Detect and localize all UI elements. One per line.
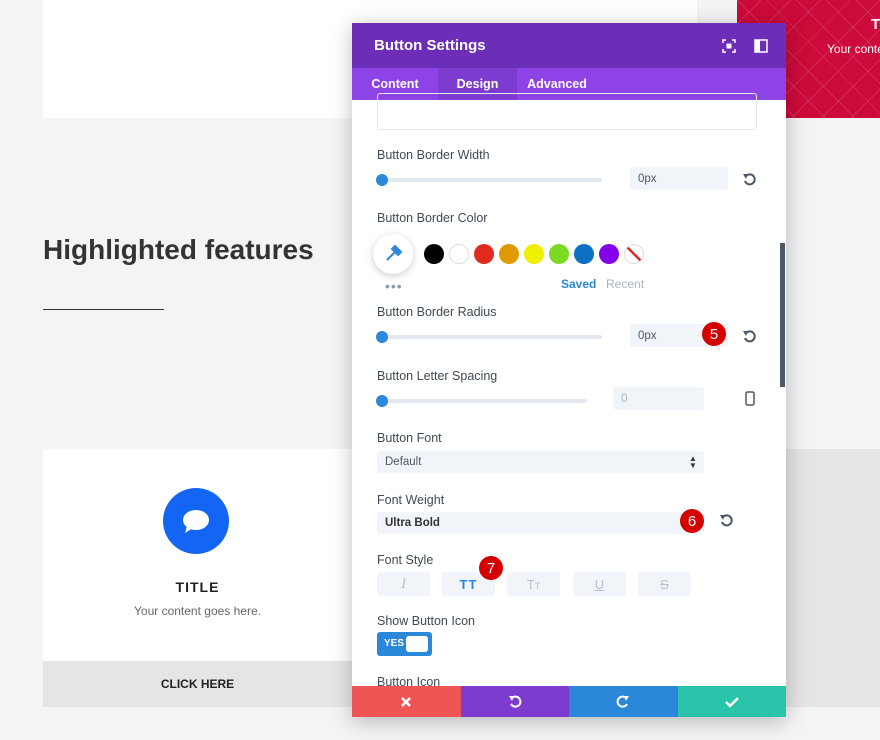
fullscreen-icon[interactable]: [722, 39, 736, 53]
select-arrows: ▲ ▼: [689, 454, 697, 470]
value-input[interactable]: 0: [613, 387, 704, 410]
field-label: Button Border Color: [377, 211, 488, 225]
color-swatch[interactable]: [449, 244, 469, 264]
field-label: Button Icon: [377, 675, 441, 689]
step-badge: 7: [479, 556, 503, 580]
color-swatch[interactable]: [524, 244, 544, 264]
field-label: Button Border Radius: [377, 305, 497, 319]
slider-track[interactable]: [377, 178, 602, 182]
sidebar-icon[interactable]: [754, 39, 768, 53]
card-title: TITLE: [175, 579, 220, 595]
color-swatch[interactable]: [474, 244, 494, 264]
step-badge: 6: [680, 509, 704, 533]
field-label: Show Button Icon: [377, 614, 475, 628]
toggle[interactable]: YES: [377, 632, 432, 656]
reset-icon[interactable]: [742, 329, 756, 343]
toggle-knob: [406, 636, 428, 652]
font-style-button[interactable]: Tt: [507, 572, 560, 596]
modal-title: Button Settings: [374, 37, 486, 54]
value-input[interactable]: 0px: [630, 167, 728, 190]
scrollbar[interactable]: [780, 243, 785, 387]
modal: Button Settings Content Design Advanced Bu…: [352, 23, 786, 717]
promo-text: Your conte: [827, 42, 880, 56]
tab[interactable]: Design: [438, 68, 517, 100]
divider: [43, 309, 164, 310]
slider-track[interactable]: [377, 335, 602, 339]
modal-header: Button Settings: [352, 23, 786, 68]
reset-icon[interactable]: [719, 513, 733, 527]
icon-circle: [163, 488, 229, 554]
field-label: Button Letter Spacing: [377, 369, 498, 383]
undo-button[interactable]: [460, 686, 569, 717]
color-swatch[interactable]: [499, 244, 519, 264]
responsive-icon[interactable]: [745, 391, 755, 406]
tab[interactable]: Content: [371, 77, 419, 91]
font-style-button[interactable]: S: [638, 572, 691, 596]
no-color-swatch[interactable]: [624, 244, 644, 264]
text-field[interactable]: [377, 93, 757, 130]
field-label: Font Style: [377, 553, 434, 567]
discard-button[interactable]: [352, 686, 461, 717]
field-label: Font Weight: [377, 493, 445, 507]
card-text: Your content goes here.: [134, 604, 261, 618]
weight-select[interactable]: Ultra Bold: [377, 512, 704, 534]
color-picker[interactable]: [373, 234, 413, 274]
font-select[interactable]: Default: [377, 451, 704, 473]
slider-thumb[interactable]: [376, 331, 388, 343]
step-badge: 5: [702, 322, 726, 346]
redo-button[interactable]: [569, 686, 678, 717]
side-card: [786, 449, 880, 707]
heading: Highlighted features: [43, 234, 314, 265]
save-button[interactable]: [677, 686, 786, 717]
slider-thumb[interactable]: [376, 395, 388, 407]
chat-icon: [183, 510, 209, 533]
toggle-label: YES: [384, 638, 405, 649]
card-button[interactable]: CLICK HERE: [43, 661, 352, 707]
promo-title: T: [871, 16, 880, 33]
color-swatch[interactable]: [599, 244, 619, 264]
more-dots[interactable]: •••: [385, 278, 403, 294]
color-swatch[interactable]: [574, 244, 594, 264]
field-label: Button Font: [377, 431, 442, 445]
color-swatch[interactable]: [549, 244, 569, 264]
font-style-button[interactable]: U: [573, 572, 626, 596]
font-style-button[interactable]: I: [377, 572, 430, 596]
slider-thumb[interactable]: [376, 174, 388, 186]
feature-card: TITLE Your content goes here.: [43, 449, 352, 661]
tab[interactable]: Advanced: [527, 77, 587, 91]
saved-tab[interactable]: Saved: [561, 277, 597, 291]
field-label: Button Border Width: [377, 148, 490, 162]
recent-tab[interactable]: Recent: [606, 277, 645, 291]
color-swatch[interactable]: [424, 244, 444, 264]
tab-bar: [352, 68, 786, 100]
reset-icon[interactable]: [742, 172, 756, 186]
slider-track[interactable]: [377, 399, 587, 403]
